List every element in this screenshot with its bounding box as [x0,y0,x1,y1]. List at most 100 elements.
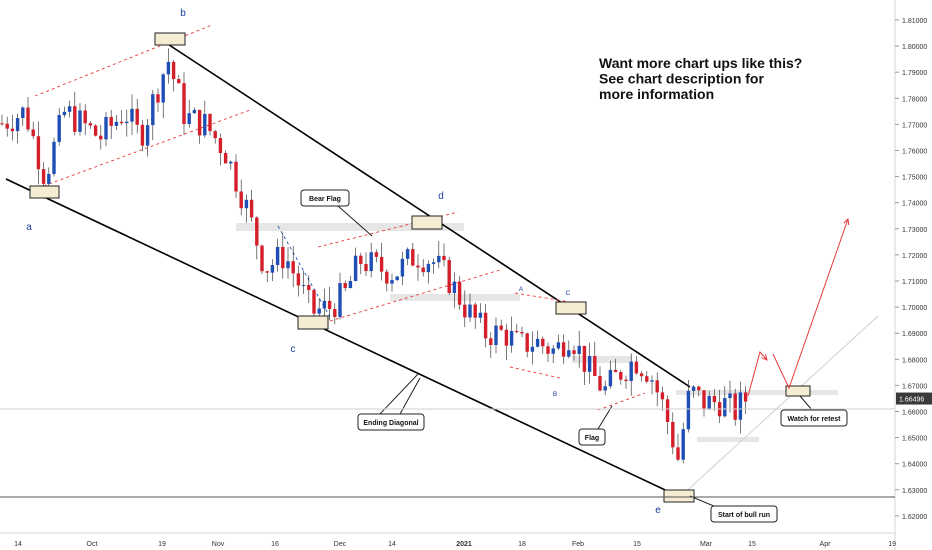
bull-candle [104,111,108,147]
bear-candle [359,252,363,275]
candle-body [62,111,67,116]
bear-candle [655,372,659,407]
candle-body [223,152,228,164]
bull-candle [567,340,571,359]
candle-body [587,356,592,372]
consolidation-zone [676,390,838,395]
bear-flag-callout-box [300,189,350,207]
candle-body [239,191,243,209]
bear-candle [213,130,217,144]
candle-body [561,342,566,357]
bear-candle [31,121,35,139]
candle-body [41,169,46,184]
candle-body [265,271,269,273]
lines-layer [5,24,879,498]
candle-body [255,217,259,246]
candle-body [197,109,202,136]
candle-body [702,390,706,410]
candle-body [520,332,524,334]
x-tick-label: 14 [14,541,22,548]
bull-candle [369,242,373,278]
bear-candle [442,243,446,267]
candle-body [322,300,327,309]
bear-candle [135,98,139,134]
candle-body [234,161,238,192]
bull-candle [244,194,249,223]
bear-candle [223,150,228,164]
candle-body [655,380,659,393]
bear-candle [177,74,181,84]
bear-candle [140,119,145,152]
retest-callout-box [780,409,848,427]
candle-body [546,346,550,354]
bull-candle [494,317,498,354]
bull-candle [650,375,654,395]
bear-candle [489,332,493,358]
bull-candle [426,260,431,284]
bear-candle [109,110,113,140]
bear-candle [156,88,160,112]
candle-body [270,265,275,273]
bear-candle [572,345,576,361]
candle-body [260,245,264,272]
bear-candle [291,246,295,288]
candle-body [400,258,405,277]
candle-body [530,346,535,352]
bull-candle [707,390,711,411]
bear-candle [218,133,223,166]
candle-body [78,110,82,132]
candle-body [301,285,306,287]
bear-flag-callout-label: Bear Flag [309,196,341,203]
candle-body [26,107,30,130]
candle-body [151,94,155,126]
bear-candle [265,270,269,283]
bull-candle [286,247,290,279]
bull-candle [437,241,441,269]
projection-arrow-short [747,350,768,397]
candle-body [0,123,4,125]
bear-candle [733,388,737,426]
candle-body [130,108,134,122]
x-tick-label: 15 [633,541,641,548]
bear-candle [99,125,103,150]
candle-body [374,252,379,257]
candle-body [733,393,737,420]
consolidation-zone [572,356,632,363]
bull-candle [348,276,353,289]
candles-layer [0,48,748,464]
candle-body [619,372,623,380]
candle-body [577,345,581,354]
bear-candle [504,323,509,361]
bull-candle [301,270,306,295]
bear-candle [593,341,597,377]
pivot-box [663,489,695,503]
bear-candle [463,290,467,328]
pivot-box [411,215,443,230]
candle-body [416,265,420,268]
consolidation-zone [236,223,464,231]
candle-body [598,376,602,391]
candle-body [281,247,285,269]
candle-body [213,131,217,139]
bear-candle [665,395,670,435]
x-tick-label: 19 [158,541,166,548]
bear-candle [88,121,93,130]
bear-candle [5,116,9,137]
bear-candle [639,371,644,382]
candle-body [57,115,61,142]
candle-body [489,338,493,345]
x-tick-label: 14 [388,541,396,548]
bull-candle [478,303,483,323]
candle-body [442,255,446,261]
candle-body [5,123,9,129]
candle-body [88,123,93,126]
candle-body [291,261,295,274]
candle-body [712,395,717,403]
candle-body [494,325,498,345]
candle-body [166,61,171,75]
candle-body [343,283,347,289]
y-tick-label: 1.80000 [902,44,927,51]
bear-candle [676,433,680,462]
y-tick-label: 1.64000 [902,462,927,469]
headline-line-2: See chart description for [599,71,764,87]
